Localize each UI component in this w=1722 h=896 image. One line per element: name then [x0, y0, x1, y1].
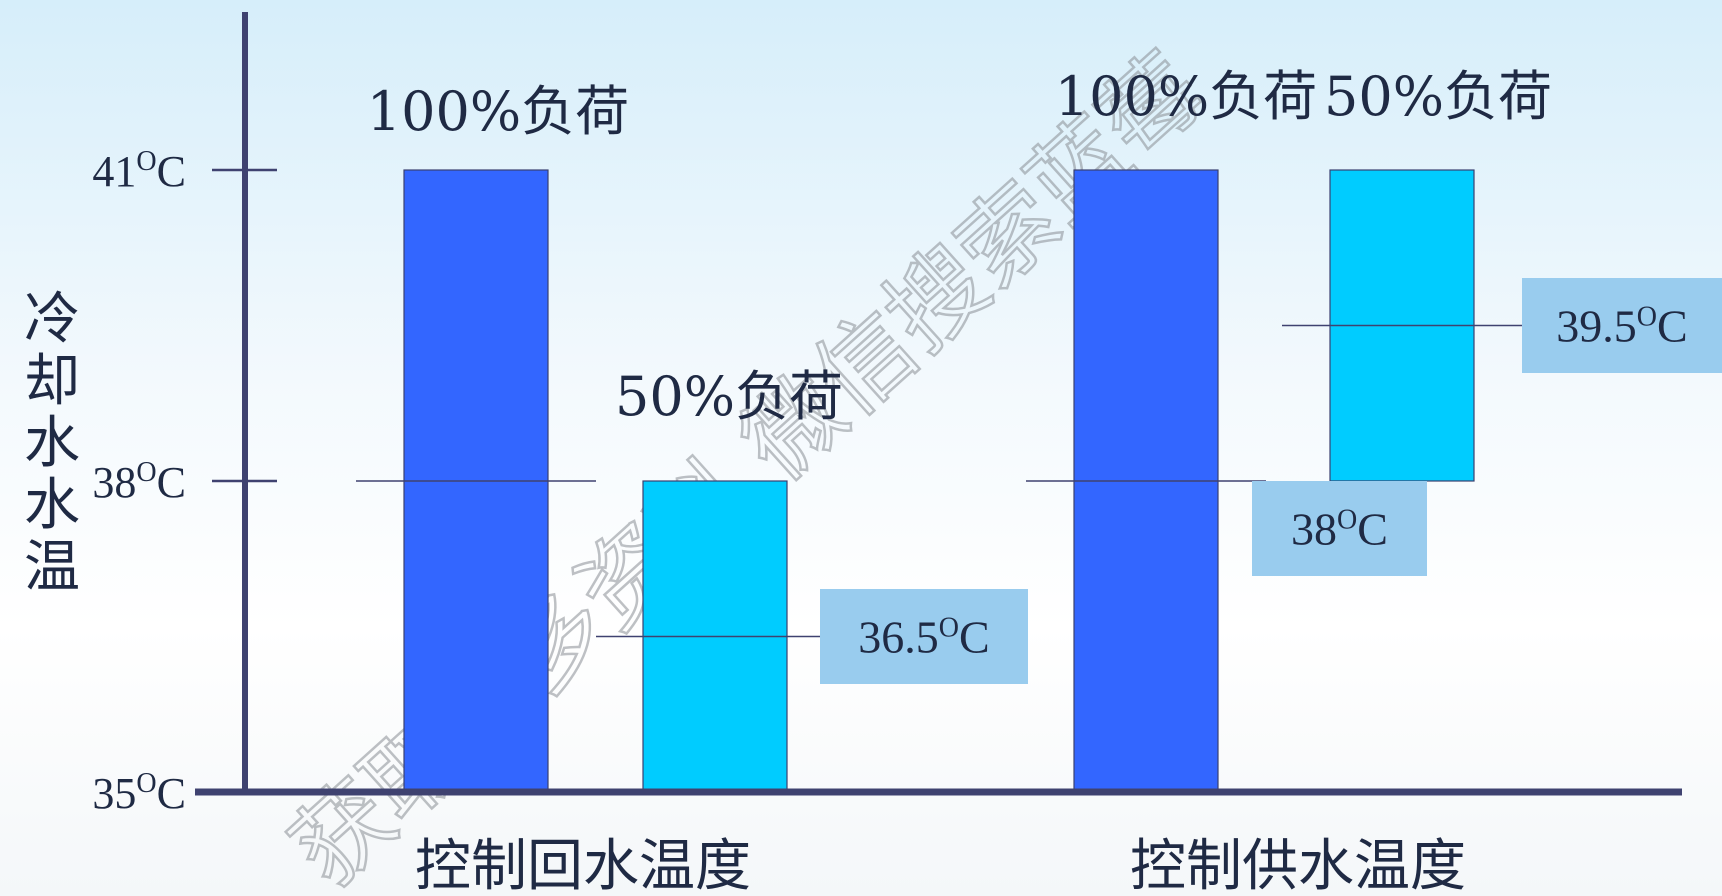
- y-axis-label-char: 却: [24, 349, 80, 414]
- y-axis-label-char: 温: [24, 535, 80, 600]
- category-label-1: 控制回水温度: [415, 834, 751, 896]
- y-axis-label-char: 水: [24, 473, 80, 538]
- y-axis-label-char: 冷: [24, 287, 80, 352]
- category-label-2: 控制供水温度: [1130, 834, 1466, 896]
- y-tick-label-41: 41OC: [92, 146, 186, 196]
- callout-box-2: [820, 589, 1028, 684]
- callout-label-4: 39.5OC: [1556, 301, 1687, 352]
- y-tick-label-38: 38OC: [92, 457, 186, 507]
- y-tick-label-35: 35OC: [92, 768, 186, 818]
- bar-label-4: 50%负荷: [1324, 65, 1552, 128]
- callout-box-4: [1522, 278, 1722, 373]
- callout-box-3: [1252, 481, 1427, 576]
- bar-label-3: 100%负荷: [1055, 65, 1317, 128]
- callout-label-3: 38OC: [1291, 504, 1388, 555]
- bar-label-2: 50%负荷: [615, 365, 843, 428]
- bar-label-1: 100%负荷: [367, 80, 629, 143]
- callout-label-2: 36.5OC: [858, 612, 989, 663]
- y-axis-label-char: 水: [24, 411, 80, 476]
